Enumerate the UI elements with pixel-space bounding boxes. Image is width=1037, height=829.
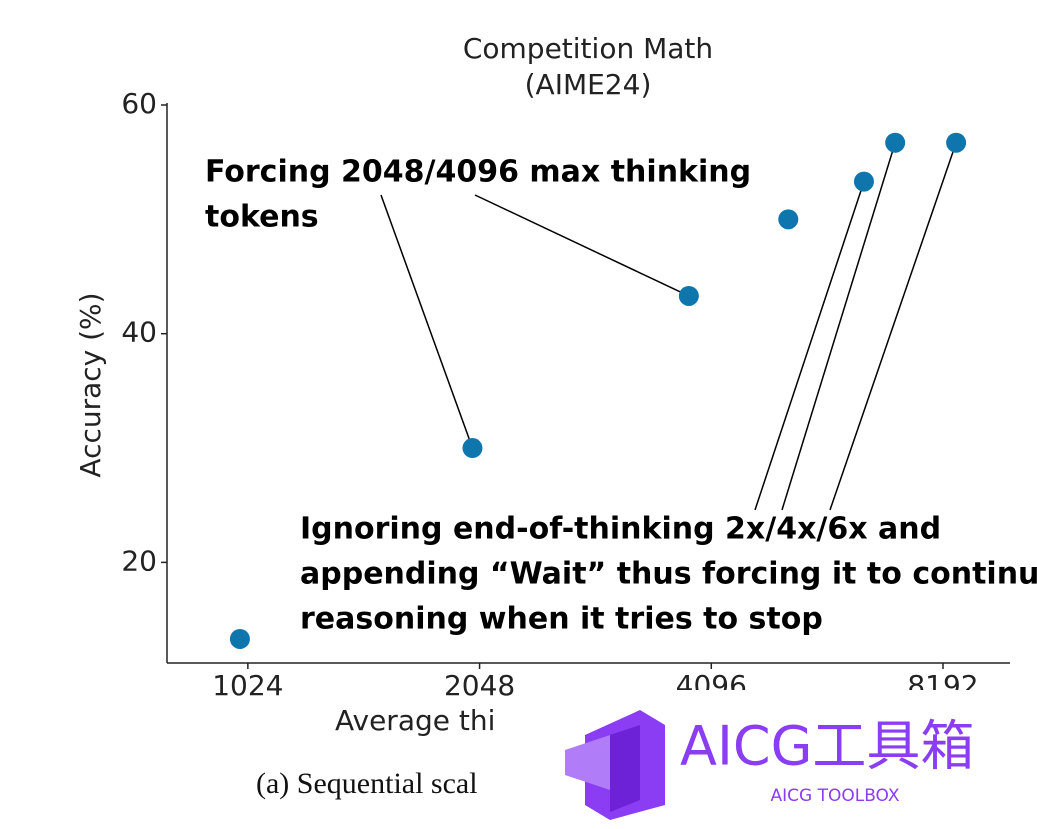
data-point [853, 171, 874, 192]
annotation-line [474, 194, 690, 297]
annotation-text: Forcing 2048/4096 max thinking [205, 155, 751, 190]
watermark-logo [565, 710, 665, 820]
annotation-line [380, 194, 474, 449]
y-tick-label: 40 [121, 316, 157, 349]
data-point [678, 285, 699, 306]
data-point [885, 132, 906, 153]
data-point [462, 438, 483, 459]
data-point [229, 628, 250, 649]
annotation-line [829, 142, 957, 511]
y-tick-label: 60 [121, 87, 157, 120]
annotation-line [754, 181, 865, 511]
y-tick-label: 20 [121, 544, 157, 577]
chart-title: (AIME24) [525, 68, 652, 101]
chart-title: Competition Math [463, 32, 713, 65]
annotation-text: Ignoring end-of-thinking 2x/4x/6x and [300, 512, 941, 547]
data-point [946, 132, 967, 153]
x-tick-label: 1024 [212, 669, 283, 702]
annotation-line [781, 142, 896, 511]
annotation-text: tokens [205, 200, 319, 235]
y-axis-label: Accuracy (%) [74, 292, 107, 477]
caption: (a) Sequential scal [256, 767, 478, 800]
annotation-text: reasoning when it tries to stop [300, 602, 823, 637]
annotation-text: appending “Wait” thus forcing it to cont… [300, 557, 1037, 592]
x-axis-label: Average thi [335, 704, 495, 737]
x-tick-label: 2048 [444, 669, 515, 702]
data-point [778, 209, 799, 230]
watermark-subtitle: AICG TOOLBOX [770, 786, 899, 806]
watermark-title: AICG工具箱 [680, 715, 974, 778]
